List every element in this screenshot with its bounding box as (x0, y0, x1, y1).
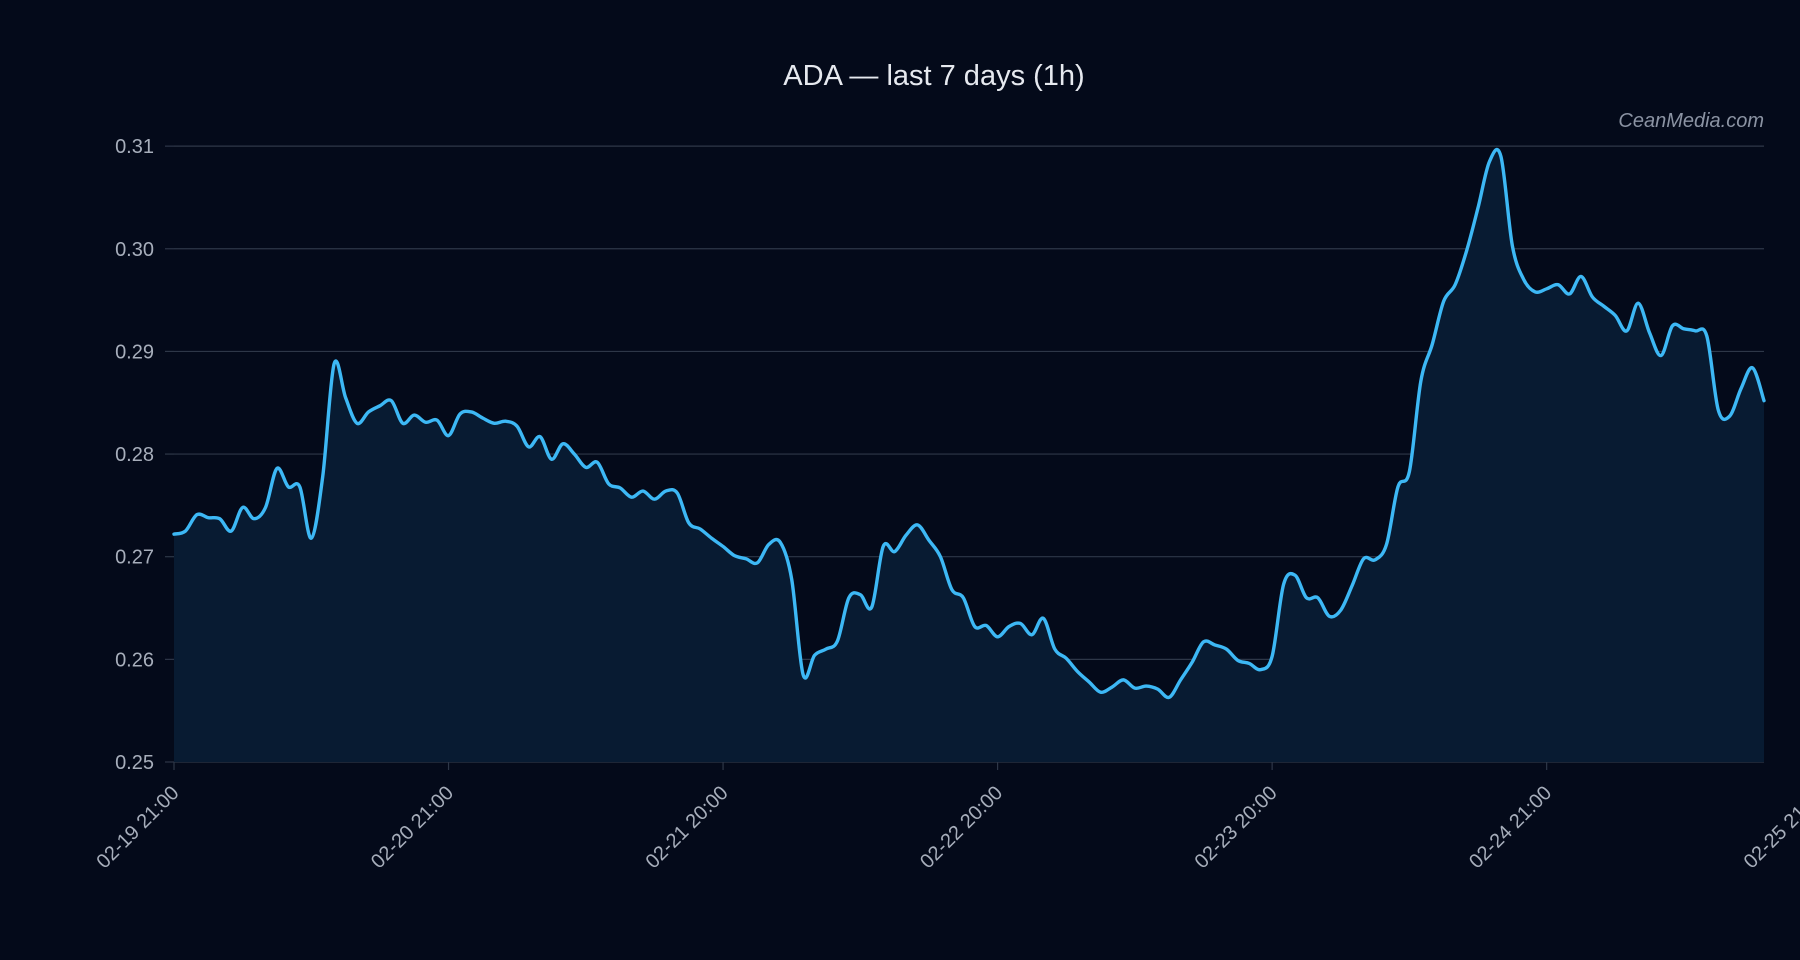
y-tick-label: 0.27 (115, 547, 154, 569)
y-tick-label: 0.29 (115, 341, 154, 363)
y-tick-label: 0.25 (115, 752, 154, 774)
y-axis-ticks: 0.25 0.26 0.27 0.28 0.29 0.30 0.31 (115, 136, 174, 774)
watermark-text: CeanMedia.com (1618, 110, 1764, 132)
price-area-fill (174, 149, 1764, 762)
price-line (172, 147, 1766, 700)
y-tick-label: 0.31 (115, 136, 154, 158)
y-tick-label: 0.26 (115, 649, 154, 671)
y-tick-label: 0.28 (115, 444, 154, 466)
y-tick-label: 0.30 (115, 239, 154, 261)
chart-title: ADA — last 7 days (1h) (783, 60, 1084, 92)
